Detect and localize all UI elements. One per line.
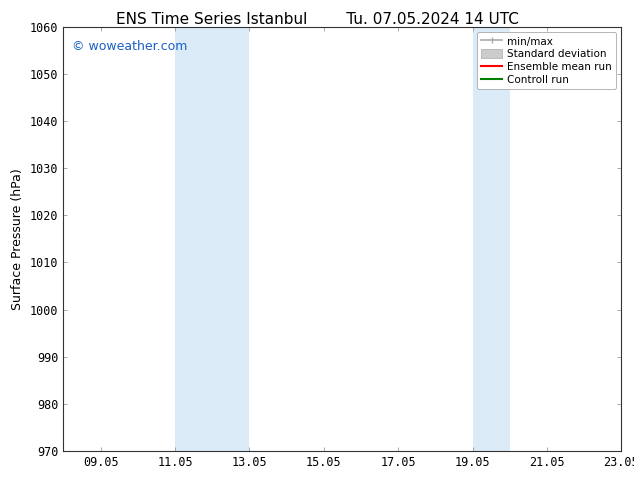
Bar — [472, 27, 510, 451]
Y-axis label: Surface Pressure (hPa): Surface Pressure (hPa) — [11, 168, 25, 310]
Text: © woweather.com: © woweather.com — [72, 40, 187, 52]
Bar — [175, 27, 249, 451]
Legend: min/max, Standard deviation, Ensemble mean run, Controll run: min/max, Standard deviation, Ensemble me… — [477, 32, 616, 89]
Text: ENS Time Series Istanbul        Tu. 07.05.2024 14 UTC: ENS Time Series Istanbul Tu. 07.05.2024 … — [115, 12, 519, 27]
